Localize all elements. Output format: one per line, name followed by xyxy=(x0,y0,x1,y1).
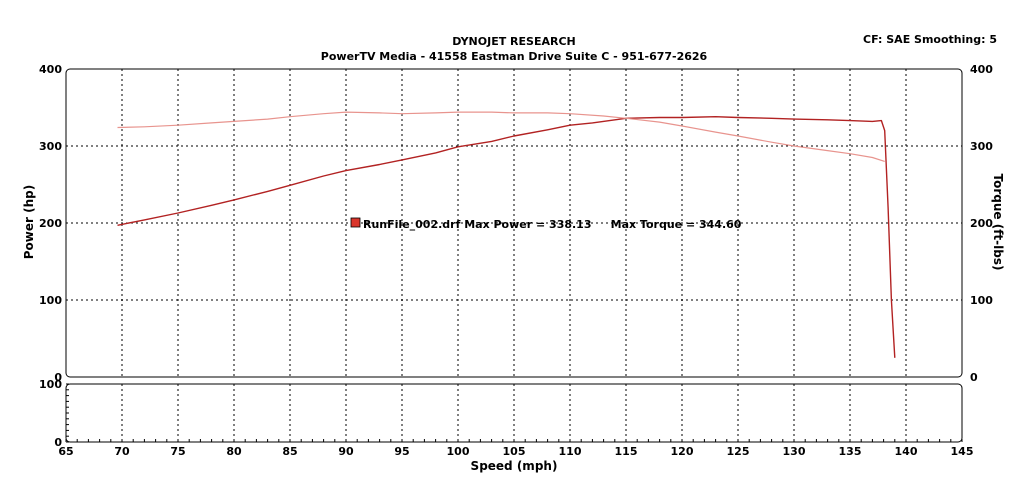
sub-plot-frame xyxy=(65,383,963,443)
x-tick-label: 105 xyxy=(503,445,526,458)
torque-curve xyxy=(117,111,885,162)
y2-tick-label: 0 xyxy=(970,371,978,384)
x-tick-label: 145 xyxy=(951,445,974,458)
y-tick-label: 400 xyxy=(39,63,62,76)
y-axis-label: Power (hp) xyxy=(22,185,36,259)
tick-labels: 65 70 75 80 85 90 95 100 105 110 115 120 125 130 135 14… xyxy=(39,63,993,458)
x-tick-label: 100 xyxy=(447,445,470,458)
sub-plot-panel xyxy=(65,383,963,443)
x-axis-label: Speed (mph) xyxy=(471,459,558,473)
legend: RunFile_002.drf Max Power = 338.13 Max T… xyxy=(350,217,742,231)
x-tick-label: 65 xyxy=(58,445,73,458)
y2-tick-label: 400 xyxy=(970,63,993,76)
settings-label: CF: SAE Smoothing: 5 xyxy=(863,33,997,46)
x-tick-label: 70 xyxy=(114,445,130,458)
sub-y-tick-label: 100 xyxy=(39,378,62,391)
sub-y-tick-label: 0 xyxy=(54,436,62,449)
x-tick-label: 85 xyxy=(282,445,297,458)
sub-grid xyxy=(65,383,963,443)
legend-swatch xyxy=(350,217,361,228)
x-tick-label: 80 xyxy=(226,445,242,458)
y2-tick-label: 300 xyxy=(970,140,993,153)
y2-axis-label: Torque (ft-lbs) xyxy=(991,174,1005,271)
y2-tick-label: 100 xyxy=(970,294,993,307)
main-series xyxy=(117,111,896,358)
x-tick-label: 135 xyxy=(839,445,862,458)
x-tick-label: 95 xyxy=(394,445,409,458)
power-curve xyxy=(117,115,896,358)
x-tick-label: 115 xyxy=(615,445,638,458)
legend-text: RunFile_002.drf Max Power = 338.13 Max T… xyxy=(363,218,742,231)
x-tick-label: 130 xyxy=(783,445,806,458)
x-tick-label: 125 xyxy=(727,445,750,458)
chart-subtitle: PowerTV Media - 41558 Eastman Drive Suit… xyxy=(321,50,708,63)
y-tick-label: 200 xyxy=(39,217,62,230)
x-tick-label: 110 xyxy=(559,445,582,458)
x-tick-label: 75 xyxy=(170,445,185,458)
x-tick-label: 120 xyxy=(671,445,694,458)
y-tick-label: 300 xyxy=(39,140,62,153)
x-tick-label: 90 xyxy=(338,445,354,458)
chart-title: DYNOJET RESEARCH xyxy=(452,35,575,48)
main-plot-panel xyxy=(65,68,963,378)
x-tick-label: 140 xyxy=(895,445,918,458)
y-tick-label: 100 xyxy=(39,294,62,307)
y2-tick-label: 200 xyxy=(970,217,993,230)
y-tick-label: 0 xyxy=(54,371,62,384)
